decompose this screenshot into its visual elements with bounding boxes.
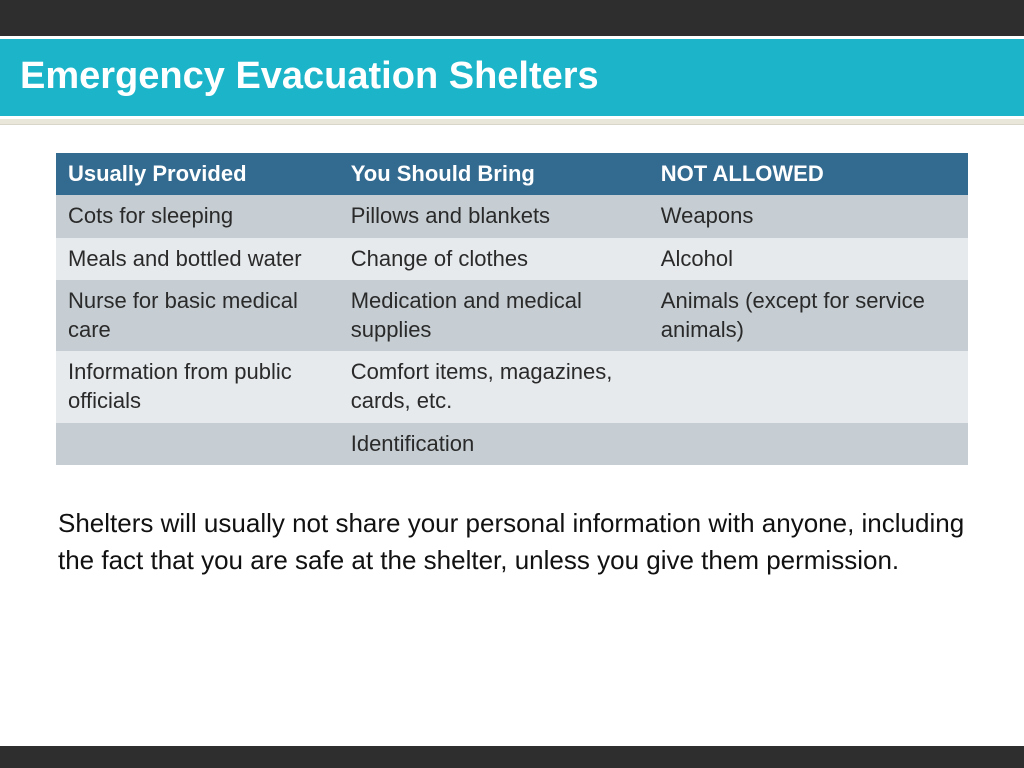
table-header-cell: Usually Provided: [56, 153, 339, 195]
table-row: Nurse for basic medical careMedication a…: [56, 280, 968, 351]
table-cell: Meals and bottled water: [56, 238, 339, 281]
top-bar: [0, 0, 1024, 36]
table-cell: Comfort items, magazines, cards, etc.: [339, 351, 649, 422]
table-cell: Alcohol: [649, 238, 968, 281]
privacy-note: Shelters will usually not share your per…: [56, 505, 968, 578]
table-cell: [649, 423, 968, 466]
shelter-table: Usually ProvidedYou Should BringNOT ALLO…: [56, 153, 968, 465]
content-area: Usually ProvidedYou Should BringNOT ALLO…: [0, 125, 1024, 578]
page-title: Emergency Evacuation Shelters: [20, 55, 1004, 98]
table-cell: Animals (except for service animals): [649, 280, 968, 351]
table-row: Meals and bottled waterChange of clothes…: [56, 238, 968, 281]
table-cell: [56, 423, 339, 466]
table-cell: Identification: [339, 423, 649, 466]
table-cell: Nurse for basic medical care: [56, 280, 339, 351]
table-cell: [649, 351, 968, 422]
title-band: Emergency Evacuation Shelters: [0, 36, 1024, 119]
table-header-cell: NOT ALLOWED: [649, 153, 968, 195]
table-cell: Cots for sleeping: [56, 195, 339, 238]
table-row: Cots for sleepingPillows and blanketsWea…: [56, 195, 968, 238]
bottom-bar: [0, 746, 1024, 768]
table-cell: Change of clothes: [339, 238, 649, 281]
table-cell: Information from public officials: [56, 351, 339, 422]
table-header-cell: You Should Bring: [339, 153, 649, 195]
table-cell: Pillows and blankets: [339, 195, 649, 238]
table-cell: Weapons: [649, 195, 968, 238]
table-cell: Medication and medical supplies: [339, 280, 649, 351]
table-row: Information from public officialsComfort…: [56, 351, 968, 422]
table-header-row: Usually ProvidedYou Should BringNOT ALLO…: [56, 153, 968, 195]
table-row: Identification: [56, 423, 968, 466]
